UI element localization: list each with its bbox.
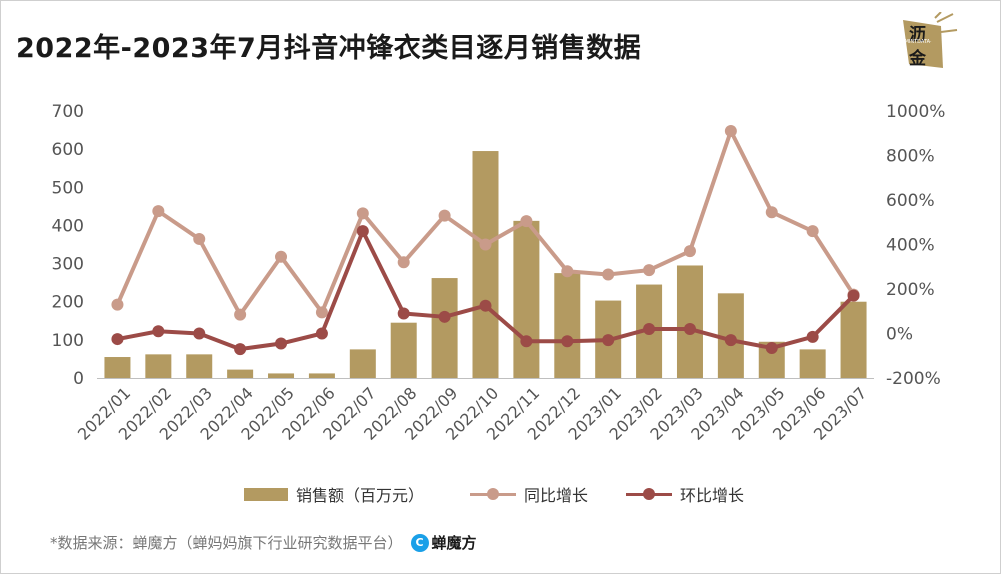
footer-source-text: *数据来源：蝉魔方（蝉妈妈旗下行业研究数据平台） xyxy=(50,534,403,552)
y-left-tick-label: 100 xyxy=(52,331,84,351)
logo-char-1: 沥 xyxy=(909,25,926,45)
mom-point xyxy=(315,327,328,340)
y-right-tick-label: 400% xyxy=(886,236,935,256)
y-left-tick-label: 500 xyxy=(52,178,84,198)
y-left-tick-label: 600 xyxy=(52,140,84,160)
yoy-point xyxy=(315,306,328,319)
mom-point xyxy=(152,325,165,338)
chanmama-brand: C 蝉魔方 xyxy=(410,532,477,553)
y-left-tick-label: 200 xyxy=(52,293,84,313)
mom-point xyxy=(520,335,533,348)
legend-swatch-yoy xyxy=(470,487,516,500)
sales-bar xyxy=(676,265,703,378)
mom-point xyxy=(193,327,206,340)
yoy-point xyxy=(397,256,410,269)
yoy-point xyxy=(806,225,819,238)
sales-bar xyxy=(472,151,499,378)
legend-label-mom: 环比增长 xyxy=(680,486,745,505)
legend-item-mom: 环比增长 xyxy=(626,482,744,506)
mom-point xyxy=(397,307,410,320)
sales-bar xyxy=(227,369,254,378)
y-right-tick-label: 1000% xyxy=(886,102,945,122)
y-left-tick-label: 0 xyxy=(73,369,84,389)
sales-bar xyxy=(513,220,540,378)
yoy-point xyxy=(520,215,533,228)
sales-bar xyxy=(104,357,131,378)
yoy-point xyxy=(561,265,574,278)
chanmama-logo-icon: C xyxy=(410,533,429,552)
mom-point xyxy=(479,299,492,312)
yoy-point xyxy=(152,205,165,218)
mom-point xyxy=(234,343,247,356)
sales-bar xyxy=(186,354,213,378)
mom-point xyxy=(724,334,737,347)
mom-point xyxy=(356,225,369,238)
page-title: 2022年-2023年7月抖音冲锋衣类目逐月销售数据 xyxy=(16,33,642,64)
mom-point xyxy=(847,289,860,302)
mom-point xyxy=(111,333,124,346)
yoy-point xyxy=(643,264,656,277)
yoy-point xyxy=(438,209,451,222)
logo-mark: ·MINTDATA· xyxy=(903,39,932,45)
sales-bar xyxy=(554,273,581,378)
y-right-tick-label: 600% xyxy=(886,191,935,211)
mom-point xyxy=(602,334,615,347)
data-source-footer: *数据来源：蝉魔方（蝉妈妈旗下行业研究数据平台） C 蝉魔方 xyxy=(50,532,477,553)
mom-point xyxy=(683,323,696,336)
y-left-tick-label: 300 xyxy=(52,255,84,275)
y-right-tick-label: 200% xyxy=(886,280,935,300)
y-left-tick-label: 400 xyxy=(52,216,84,236)
legend-swatch-sales xyxy=(244,487,288,501)
mom-point xyxy=(438,310,451,323)
legend-swatch-mom xyxy=(626,487,672,500)
mom-point xyxy=(643,323,656,336)
yoy-point xyxy=(683,245,696,258)
y-left-tick-label: 700 xyxy=(52,102,84,122)
mom-point xyxy=(275,337,288,350)
chanmama-brand-label: 蝉魔方 xyxy=(431,534,477,552)
y-right-tick-label: 800% xyxy=(886,147,935,167)
y-right-tick-label: 0% xyxy=(886,325,913,345)
legend-item-yoy: 同比增长 xyxy=(470,482,588,506)
sales-bar xyxy=(145,354,172,378)
legend-label-yoy: 同比增长 xyxy=(524,486,589,505)
mom-point xyxy=(561,335,574,348)
sales-bar xyxy=(308,373,335,378)
yoy-point xyxy=(356,207,369,220)
chart-legend: 销售额（百万元） 同比增长 环比增长 xyxy=(0,482,1001,506)
yoy-point xyxy=(602,268,615,281)
yoy-point xyxy=(111,298,124,311)
sales-bar xyxy=(390,322,417,378)
legend-item-sales: 销售额（百万元） xyxy=(244,482,424,506)
logo-char-2: 金 xyxy=(909,49,926,69)
sales-bar xyxy=(840,301,867,378)
yoy-point xyxy=(193,232,206,245)
legend-label-sales: 销售额（百万元） xyxy=(296,486,425,505)
sales-bar xyxy=(268,373,295,378)
yoy-point xyxy=(765,206,778,219)
sales-bar xyxy=(799,349,826,378)
yoy-point xyxy=(724,125,737,138)
yoy-point xyxy=(234,308,247,321)
yoy-point xyxy=(275,250,288,263)
y-right-tick-label: -200% xyxy=(886,369,941,389)
logo-shape-icon xyxy=(903,11,958,68)
sales-bar xyxy=(349,349,376,378)
brand-logo: 沥 金 ·MINTDATA· xyxy=(897,11,959,72)
yoy-point xyxy=(479,238,492,251)
mom-point xyxy=(765,341,778,354)
mom-point xyxy=(806,330,819,343)
sales-bar xyxy=(431,278,458,378)
